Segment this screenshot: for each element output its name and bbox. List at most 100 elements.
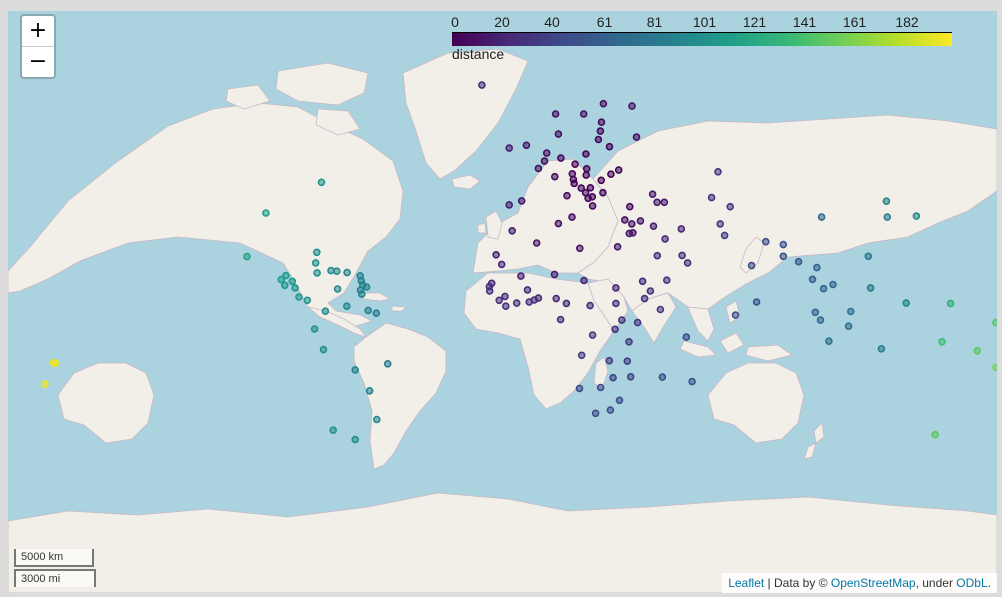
data-point-marker[interactable]	[517, 197, 526, 205]
data-point-marker[interactable]	[497, 260, 506, 269]
data-point-marker[interactable]	[319, 345, 328, 354]
data-point-marker[interactable]	[599, 188, 607, 197]
data-point-marker[interactable]	[617, 316, 626, 324]
data-point-marker[interactable]	[243, 252, 251, 261]
data-point-marker[interactable]	[614, 166, 623, 174]
data-point-marker[interactable]	[582, 165, 591, 173]
data-point-marker[interactable]	[332, 267, 341, 276]
data-point-marker[interactable]	[677, 225, 686, 233]
data-point-marker[interactable]	[638, 277, 647, 286]
data-point-marker[interactable]	[291, 284, 299, 292]
data-point-marker[interactable]	[550, 172, 559, 181]
data-point-marker[interactable]	[779, 252, 788, 261]
data-point-marker[interactable]	[761, 237, 770, 246]
data-point-marker[interactable]	[625, 337, 633, 346]
data-point-marker[interactable]	[505, 201, 514, 209]
data-point-marker[interactable]	[599, 99, 608, 108]
data-point-marker[interactable]	[658, 373, 667, 381]
data-point-marker[interactable]	[883, 213, 892, 221]
data-point-marker[interactable]	[615, 396, 624, 405]
data-point-marker[interactable]	[973, 346, 982, 355]
data-point-marker[interactable]	[633, 318, 642, 327]
data-point-marker[interactable]	[577, 184, 586, 192]
data-point-marker[interactable]	[707, 193, 716, 202]
data-point-marker[interactable]	[333, 285, 342, 293]
data-point-marker[interactable]	[596, 127, 605, 135]
data-point-marker[interactable]	[660, 198, 669, 207]
data-point-marker[interactable]	[626, 372, 635, 381]
data-point-marker[interactable]	[383, 359, 392, 368]
data-point-marker[interactable]	[992, 318, 997, 327]
data-point-marker[interactable]	[582, 150, 590, 158]
data-point-marker[interactable]	[609, 373, 617, 382]
data-point-marker[interactable]	[683, 259, 692, 267]
data-point-marker[interactable]	[747, 261, 756, 270]
data-point-marker[interactable]	[303, 296, 312, 305]
data-point-marker[interactable]	[277, 275, 286, 284]
data-point-marker[interactable]	[726, 202, 735, 211]
data-point-marker[interactable]	[586, 184, 595, 192]
data-point-marker[interactable]	[597, 118, 606, 126]
data-point-marker[interactable]	[661, 235, 669, 243]
data-point-marker[interactable]	[612, 284, 620, 292]
data-point-marker[interactable]	[882, 197, 891, 205]
data-point-marker[interactable]	[605, 356, 614, 365]
data-point-marker[interactable]	[678, 251, 686, 260]
data-point-marker[interactable]	[41, 380, 49, 389]
data-point-marker[interactable]	[829, 280, 837, 289]
data-point-marker[interactable]	[992, 363, 997, 372]
data-point-marker[interactable]	[581, 188, 590, 197]
data-point-marker[interactable]	[688, 377, 696, 386]
data-point-marker[interactable]	[607, 170, 615, 178]
data-point-marker[interactable]	[522, 141, 531, 150]
data-point-marker[interactable]	[312, 248, 321, 257]
data-point-marker[interactable]	[295, 293, 303, 301]
data-point-marker[interactable]	[662, 276, 671, 285]
data-point-marker[interactable]	[512, 299, 521, 307]
data-point-marker[interactable]	[588, 202, 597, 210]
data-point-marker[interactable]	[813, 263, 821, 272]
data-point-marker[interactable]	[646, 287, 655, 295]
data-point-marker[interactable]	[596, 383, 605, 392]
data-point-marker[interactable]	[372, 415, 381, 424]
data-point-marker[interactable]	[938, 337, 946, 346]
data-point-marker[interactable]	[540, 157, 549, 165]
data-point-marker[interactable]	[844, 322, 853, 331]
data-point-marker[interactable]	[846, 307, 855, 316]
data-point-marker[interactable]	[321, 307, 330, 316]
data-point-marker[interactable]	[808, 275, 817, 284]
data-point-marker[interactable]	[342, 302, 351, 311]
data-point-marker[interactable]	[653, 198, 661, 207]
map-container[interactable]: + − 0 20 40 61 81 101 121 141 161 182 distance 50…	[8, 11, 997, 593]
data-point-marker[interactable]	[554, 219, 563, 228]
data-point-marker[interactable]	[682, 333, 691, 341]
data-point-marker[interactable]	[817, 213, 826, 221]
data-point-marker[interactable]	[714, 168, 722, 176]
zoom-in-button[interactable]: +	[22, 16, 54, 47]
data-point-marker[interactable]	[532, 239, 541, 247]
data-point-marker[interactable]	[262, 209, 270, 217]
data-point-marker[interactable]	[557, 154, 565, 162]
data-point-marker[interactable]	[501, 302, 510, 311]
data-point-marker[interactable]	[627, 220, 636, 228]
leaflet-link[interactable]: Leaflet	[728, 576, 765, 590]
data-point-marker[interactable]	[575, 384, 584, 393]
data-point-marker[interactable]	[649, 222, 658, 230]
data-point-marker[interactable]	[329, 426, 338, 435]
data-point-marker[interactable]	[501, 292, 509, 301]
data-point-marker[interactable]	[317, 178, 326, 187]
data-point-marker[interactable]	[648, 190, 657, 198]
data-point-marker[interactable]	[523, 286, 532, 294]
data-point-marker[interactable]	[556, 315, 565, 324]
data-point-marker[interactable]	[563, 191, 571, 200]
data-point-marker[interactable]	[495, 296, 504, 305]
data-point-marker[interactable]	[912, 212, 921, 220]
openstreetmap-link[interactable]: OpenStreetMap	[830, 576, 916, 590]
data-point-marker[interactable]	[505, 144, 514, 152]
data-point-marker[interactable]	[864, 252, 873, 261]
data-point-marker[interactable]	[636, 217, 645, 225]
data-point-marker[interactable]	[632, 133, 641, 141]
data-point-marker[interactable]	[606, 406, 615, 414]
data-point-marker[interactable]	[372, 309, 381, 318]
data-point-marker[interactable]	[552, 294, 561, 303]
